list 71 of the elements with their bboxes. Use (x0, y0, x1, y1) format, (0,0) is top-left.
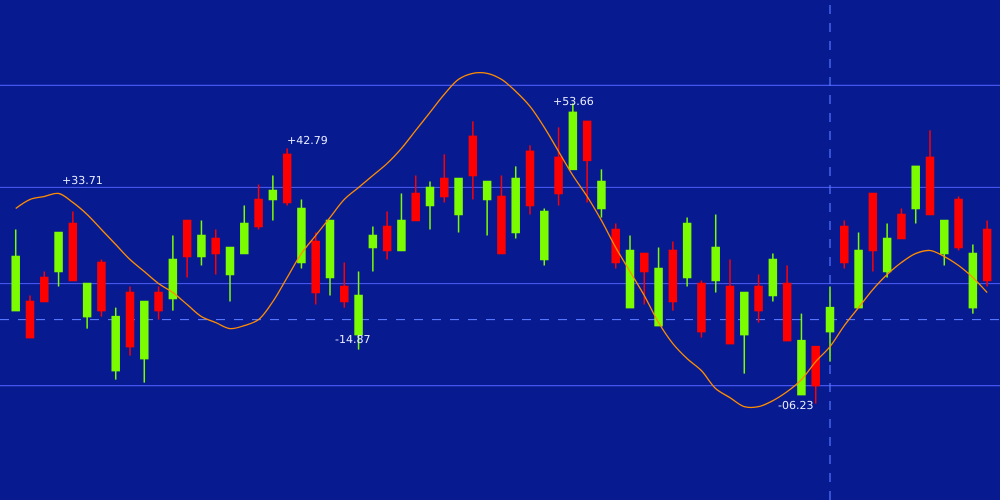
candlestick (811, 346, 820, 404)
candlestick (740, 292, 749, 374)
candlestick (582, 120, 592, 204)
candlestick (668, 240, 678, 312)
candlestick (254, 184, 263, 230)
candlestick (597, 168, 606, 218)
annotation: +42.79 (287, 134, 328, 147)
candlestick (382, 210, 392, 260)
candlestick (882, 222, 892, 278)
candlestick (440, 154, 449, 204)
candlestick (111, 306, 120, 380)
candlestick (640, 252, 649, 306)
annotation: -06.23 (778, 399, 814, 412)
candlestick (982, 220, 992, 288)
candlestick (311, 232, 320, 306)
candlestick (240, 204, 249, 254)
candlestick (40, 270, 49, 302)
candlestick (368, 226, 378, 272)
candlestick (68, 210, 78, 282)
candlestick (768, 252, 778, 302)
candlestick (82, 282, 92, 330)
candlestick (54, 232, 63, 288)
candlestick (840, 220, 849, 270)
candlestick (682, 216, 692, 288)
candlestick (726, 258, 734, 344)
candlestick (26, 294, 34, 338)
annotation: +53.66 (553, 95, 594, 108)
candlestick (397, 192, 406, 252)
candlestick (482, 180, 492, 236)
candlestick (11, 228, 20, 312)
candlestick (140, 300, 149, 384)
candlestick (97, 258, 106, 318)
candlestick (182, 220, 192, 278)
candlestick (468, 120, 478, 200)
candlestick (626, 234, 634, 308)
candlestick (654, 246, 663, 326)
annotation: +33.71 (62, 174, 103, 187)
candlestick (954, 196, 963, 252)
candlestick (711, 214, 720, 294)
candlestick (154, 286, 163, 320)
candlestick (940, 220, 949, 266)
candlestick (226, 246, 234, 302)
candlestick (868, 192, 878, 272)
candlestick (126, 286, 134, 356)
candlestick (540, 208, 549, 266)
candlestick (211, 228, 220, 276)
candlestick (426, 180, 434, 230)
candlestick (297, 198, 306, 270)
candlestick (897, 208, 906, 240)
candlestick (697, 280, 706, 338)
candlestick (854, 232, 863, 308)
candlestick (782, 264, 792, 342)
candlestick (497, 174, 506, 254)
candlestick (340, 262, 349, 308)
candlestick (454, 178, 463, 234)
candlestick (268, 174, 278, 222)
candlestick (911, 166, 920, 224)
candlestick (282, 148, 292, 206)
candlestick (511, 166, 520, 240)
candlestick (611, 222, 620, 270)
candlestick (968, 244, 978, 314)
candlestick (926, 130, 934, 216)
candlestick (168, 234, 178, 312)
candlestick (197, 220, 206, 266)
candlestick (554, 126, 563, 206)
candlestick (411, 174, 420, 222)
candlestick (754, 274, 763, 324)
candlestick (797, 312, 806, 396)
candlestick (826, 286, 834, 362)
candlestick (326, 220, 334, 296)
candlestick (526, 144, 534, 216)
